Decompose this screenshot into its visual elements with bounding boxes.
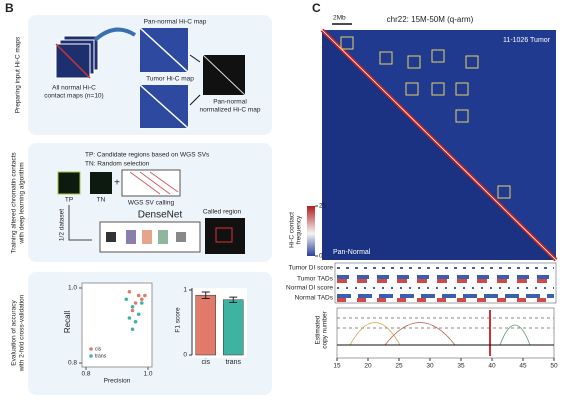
caption: Tumor Hi-C map (146, 76, 194, 83)
axis-label: copy number (322, 310, 329, 348)
called-regions (340, 36, 511, 199)
error-bar (201, 291, 210, 299)
axis-label: F1 score (175, 307, 182, 333)
heatmap-label: Pan-Normal (333, 249, 371, 256)
arrow (93, 27, 137, 42)
scatter-point (130, 327, 135, 332)
scatter-point (143, 293, 147, 298)
scatter-point (136, 312, 141, 317)
tad-tracks (337, 267, 554, 302)
called-map (205, 218, 245, 254)
legend-label: cis (95, 346, 102, 352)
scatter-point (124, 297, 129, 302)
map-stack (55, 35, 99, 79)
x-tick-label: 1.0 (143, 371, 152, 378)
colorbar-label: frequency (296, 215, 303, 244)
scatter-point (130, 308, 135, 313)
plus: + (114, 178, 120, 189)
caption: Called region (203, 209, 242, 216)
scatter-point (130, 304, 135, 309)
x-tick-label: 0.8 (81, 371, 90, 378)
track-label: Normal TADs (295, 295, 334, 302)
legend-marker (89, 354, 93, 358)
arrow (189, 94, 201, 106)
axis-label: Precision (104, 378, 131, 385)
caption: Pan-normal Hi-C map (144, 19, 207, 26)
side-label: with deep learning algorithm (19, 162, 26, 244)
x-tick-label: 20 (364, 363, 372, 370)
scatter-point (127, 289, 132, 294)
axis-label: Estimated (315, 315, 322, 344)
track-label: Tumor DI score (288, 265, 333, 272)
x-tick-label: 35 (457, 363, 465, 370)
x-tick-label: 25 (395, 363, 403, 370)
caption: TP: Candidate regions based on WGS SVs (85, 152, 210, 159)
error-bar (229, 296, 238, 303)
side-label: Evaluation of accuracy (11, 300, 18, 366)
track-label: Tumor TADs (297, 276, 334, 283)
legend-label: trans (95, 353, 107, 359)
caption: 1/2 dataset (59, 209, 66, 241)
reference-lines (337, 317, 554, 329)
scatter-point (140, 297, 144, 302)
caption: normalized Hi-C map (199, 107, 260, 114)
y-tick-label: 1.0 (68, 285, 77, 292)
tp-map (57, 171, 81, 195)
copy-number-frame (336, 307, 555, 359)
legend-marker (89, 347, 93, 351)
scatter-frame (81, 282, 153, 368)
caption: contact maps (n=10) (44, 93, 103, 100)
heatmap-label: 11-1026 Tumor (503, 37, 551, 44)
scale-label: 2Mb (333, 15, 346, 22)
colorbar-tick-label: 0 (319, 253, 323, 260)
sv-plot (121, 169, 181, 197)
side-label: Preparing input Hi-C maps (15, 36, 22, 113)
bar (195, 294, 216, 356)
sv-arcs (349, 310, 531, 356)
chart-title: chr22: 15M-50M (q-arm) (387, 15, 474, 24)
x-tick-label: 45 (519, 363, 527, 370)
scatter-point (127, 316, 132, 320)
caption: TN (97, 197, 106, 204)
scatter-point (133, 319, 138, 324)
panel-label: B (5, 1, 14, 15)
caption: TN: Random selection (85, 161, 150, 168)
x-tick-label: 50 (550, 363, 558, 370)
caption: WGS SV calling (128, 200, 175, 207)
x-tick-label: 40 (488, 363, 496, 370)
track-label: Normal DI score (286, 285, 333, 292)
colorbar-label: Hi-C contact (289, 212, 296, 248)
side-label: Training altered chromatin contacts (11, 152, 18, 254)
caption: TP (65, 197, 73, 204)
colorbar-tick-label: 25 (319, 203, 327, 210)
y-tick-label: 0.8 (68, 360, 77, 367)
model-name: DenseNet (138, 210, 183, 221)
tn-map (90, 172, 112, 194)
y-tick-label: 0 (183, 352, 187, 359)
caption: All normal Hi-C (52, 85, 96, 92)
caption: Pan-normal (213, 99, 247, 106)
colorbar (307, 206, 315, 256)
x-tick-label: cis (201, 359, 210, 366)
scatter-point (140, 301, 144, 305)
scatter-point (133, 301, 138, 305)
x-tick-label: 30 (426, 363, 434, 370)
x-tick-label: trans (225, 359, 241, 366)
arrow (68, 205, 92, 241)
side-label: with 2-fold cross-validation (19, 294, 26, 372)
arrow (189, 54, 201, 63)
bar (223, 299, 244, 356)
y-tick-label: 1 (183, 287, 187, 294)
scatter-point (136, 293, 141, 298)
axis-label: Recall (63, 311, 72, 333)
x-tick-label: 15 (333, 363, 341, 370)
panel-label: C (312, 1, 321, 15)
